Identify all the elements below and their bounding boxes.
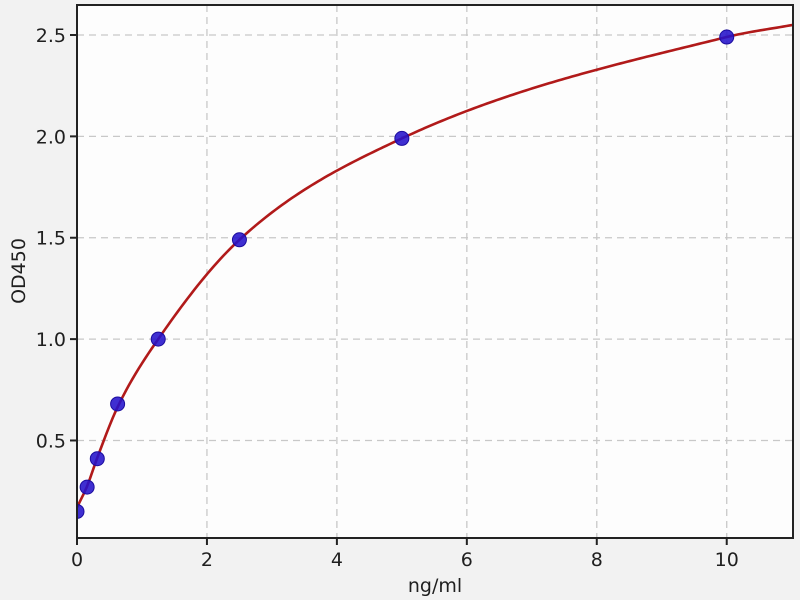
data-points-group	[77, 29, 735, 519]
data-point	[394, 130, 410, 146]
y-tick-label: 2.5	[36, 25, 66, 47]
x-tick-label: 0	[71, 549, 83, 571]
x-tick-label: 2	[201, 549, 213, 571]
x-axis-label: ng/ml	[408, 575, 462, 597]
data-point	[79, 479, 95, 495]
y-tick-label: 1.0	[36, 329, 66, 351]
y-tick-label: 0.5	[36, 430, 66, 452]
axes-frame	[76, 4, 794, 539]
y-tick-label: 1.5	[36, 228, 66, 250]
data-point	[719, 29, 735, 45]
data-point	[89, 451, 105, 467]
x-tick-label: 6	[461, 549, 473, 571]
plot-area	[77, 5, 793, 538]
x-tick-label: 8	[591, 549, 603, 571]
y-tick-label: 2.0	[36, 126, 66, 148]
data-point	[110, 396, 126, 412]
data-point	[231, 232, 247, 248]
data-point	[77, 503, 85, 519]
x-tick-label: 4	[331, 549, 343, 571]
fit-curve-line	[77, 23, 793, 508]
y-axis-label: OD450	[8, 238, 30, 304]
x-tick-label: 10	[715, 549, 739, 571]
data-point	[150, 331, 166, 347]
